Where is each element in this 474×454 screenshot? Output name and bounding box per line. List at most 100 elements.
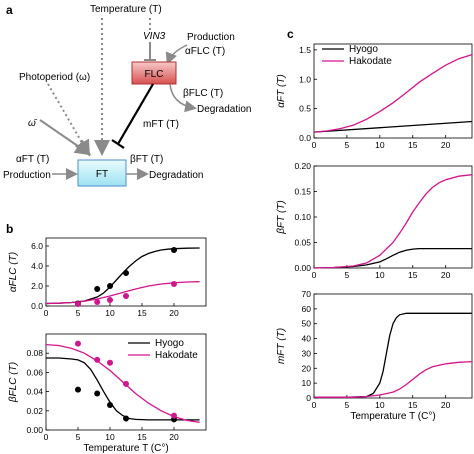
x-tick-label: 10 — [105, 308, 115, 318]
panel-letter-b: b — [6, 222, 13, 236]
omega-bar-arrow — [39, 119, 92, 156]
y-tick-label: 0.10 — [294, 212, 311, 222]
y-tick-label: 0.0 — [31, 301, 43, 311]
x-tick-label: 0 — [312, 270, 317, 280]
data-point-hakodate — [94, 299, 101, 305]
y-tick-label: 0 — [306, 393, 311, 403]
chart-b-bottom: 0.00 0.02 0.04 0.06 0.08 0 5 10 15 20 βFLC (T) Temp… — [8, 333, 207, 454]
data-point-hakodate — [94, 356, 101, 363]
x-tick-label: 20 — [441, 140, 451, 150]
x-axis-label: Temperature T (C°) — [83, 443, 168, 454]
y-tick-label: 0.05 — [294, 238, 311, 248]
photoperiod-arrow — [47, 83, 91, 157]
y-tick-label: 70 — [302, 289, 312, 299]
data-point-hyogo — [75, 386, 81, 393]
series-line-hakodate — [314, 360, 473, 398]
photoperiod-label: Photoperiod (ω) — [19, 72, 90, 83]
data-point-hyogo — [171, 247, 177, 253]
x-tick-label: 10 — [105, 432, 115, 442]
series-line-hyogo — [314, 312, 472, 398]
data-point-hakodate — [123, 293, 129, 299]
legend-label-hyogo: Hyogo — [349, 44, 378, 55]
degradation-flc-arrow — [169, 83, 197, 113]
y-axis-label: βFT (T) — [276, 200, 287, 234]
m-ft-label: mFT (T) — [143, 119, 179, 130]
y-tick-label: 0.06 — [26, 367, 43, 377]
y-tick-label: 4.0 — [31, 261, 43, 271]
panel-letter-c: c — [287, 27, 294, 41]
regulatory-diagram: Temperature (T) VIN3 Production αFLC (T)… — [3, 4, 251, 187]
alpha-ft-label: αFT (T) — [16, 154, 49, 165]
x-tick-label: 15 — [408, 400, 418, 410]
y-tick-label: 1.5 — [299, 45, 311, 55]
x-tick-label: 10 — [375, 270, 385, 280]
x-tick-label: 0 — [44, 432, 49, 442]
flc-node-label: FLC — [145, 69, 164, 80]
x-tick-label: 0 — [312, 400, 317, 410]
x-tick-label: 5 — [76, 432, 81, 442]
y-tick-label: 1.0 — [299, 74, 311, 84]
flc-to-ft-inhibition-line — [117, 83, 154, 145]
data-point-hyogo — [107, 283, 113, 289]
data-point-hakodate — [171, 412, 177, 419]
y-tick-label: 60 — [302, 304, 312, 314]
chart-c-middle: 0.00 0.05 0.10 0.15 0.20 0 5 10 15 20 βFT (T) — [276, 161, 473, 280]
data-point-hyogo — [94, 390, 101, 397]
data-point-hyogo — [123, 415, 129, 422]
legend-label-hakodate: Hakodate — [155, 350, 198, 361]
production-flc-arrow — [165, 44, 188, 65]
omega-bar-label: ω̄ — [28, 118, 38, 129]
y-tick-label: 10 — [302, 378, 312, 388]
x-tick-label: 15 — [408, 270, 418, 280]
x-tick-label: 0 — [44, 308, 49, 318]
flc-node — [131, 61, 177, 85]
y-tick-label: 0.5 — [299, 104, 311, 114]
degradation-ft-label: Degradation — [149, 170, 203, 181]
legend-label-hyogo: Hyogo — [155, 338, 184, 349]
data-point-hakodate — [107, 359, 113, 366]
y-tick-label: 20 — [302, 363, 312, 373]
production-flc-label: Production — [187, 32, 235, 43]
x-tick-label: 20 — [169, 308, 179, 318]
x-tick-label: 5 — [345, 400, 350, 410]
x-tick-label: 5 — [76, 308, 81, 318]
legend-label-hakodate: Hakodate — [349, 56, 392, 67]
plot-frame — [45, 333, 207, 431]
y-axis-label: αFLC (T) — [8, 252, 19, 292]
y-tick-label: 0.00 — [294, 263, 311, 273]
degradation-flc-label: Degradation — [197, 104, 251, 115]
temperature-label: Temperature (T) — [90, 4, 162, 15]
x-tick-label: 10 — [375, 140, 385, 150]
series-line-hakodate — [313, 53, 473, 133]
data-point-hakodate — [75, 340, 81, 347]
y-tick-label: 6.0 — [31, 241, 43, 251]
y-tick-label: 0.04 — [26, 387, 43, 397]
production-ft-label: Production — [3, 170, 51, 181]
plot-frame — [45, 237, 207, 307]
data-point-hyogo — [123, 270, 129, 276]
y-tick-label: 0.00 — [26, 425, 43, 435]
y-tick-label: 0.15 — [294, 187, 311, 197]
x-tick-label: 20 — [441, 400, 451, 410]
x-tick-label: 15 — [408, 140, 418, 150]
alpha-flc-label: αFLC (T) — [185, 46, 225, 57]
flc-to-ft-inhibition-bar — [111, 139, 125, 149]
data-point-hakodate — [123, 380, 129, 387]
y-tick-label: 40 — [302, 334, 312, 344]
beta-flc-label: βFLC (T) — [183, 88, 223, 99]
y-tick-label: 0.20 — [294, 161, 311, 171]
y-tick-label: 0.02 — [26, 406, 43, 416]
series-line-hyogo — [46, 357, 200, 421]
y-tick-label: 30 — [302, 348, 312, 358]
beta-ft-label: βFT (T) — [130, 154, 163, 165]
data-point-hyogo — [94, 286, 101, 292]
ft-node-label: FT — [96, 169, 108, 180]
x-tick-label: 20 — [441, 270, 451, 280]
series-line-hakodate — [313, 174, 473, 269]
x-tick-label: 5 — [345, 140, 350, 150]
chart-c-bottom: 0 10 20 30 40 50 60 70 0 5 10 15 20 mFT (T) Temperatur… — [276, 289, 473, 422]
panel-letter-a: a — [6, 3, 13, 17]
